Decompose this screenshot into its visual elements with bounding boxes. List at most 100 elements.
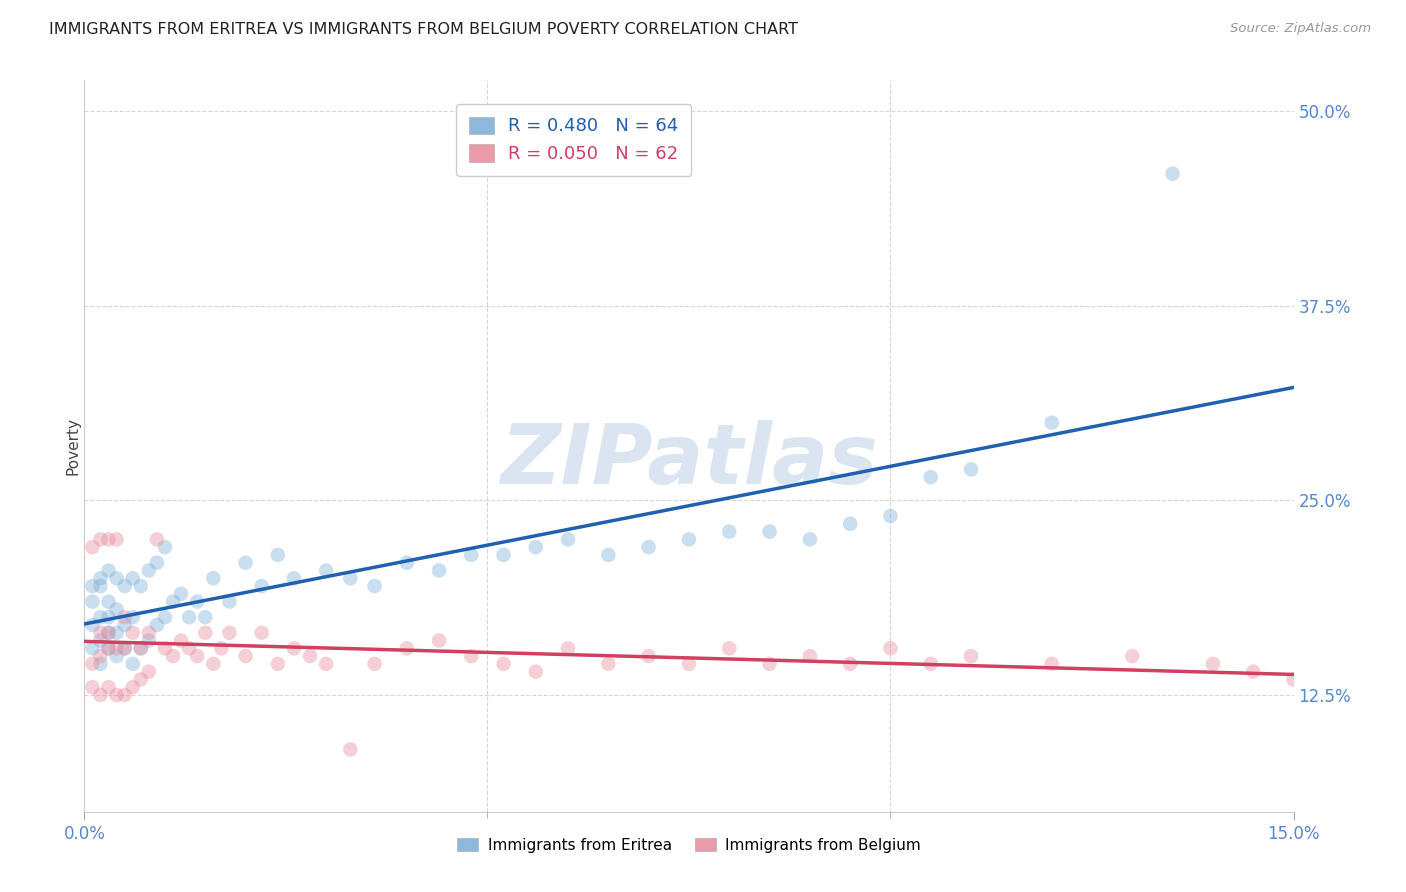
Point [250,625,273,640]
Point [97,594,120,608]
Y-axis label: Poverty: Poverty [66,417,80,475]
Point [89,633,111,648]
Point [138,665,160,679]
Point [598,657,620,671]
Point [1282,673,1305,687]
Point [1121,649,1143,664]
Point [129,641,152,656]
Point [202,571,225,585]
Point [179,641,201,656]
Point [105,533,128,547]
Point [89,610,111,624]
Point [194,610,217,624]
Point [460,548,482,562]
Point [97,610,120,624]
Point [839,657,862,671]
Point [758,524,780,539]
Point [283,571,305,585]
Point [209,641,232,656]
Point [718,641,741,656]
Point [218,625,240,640]
Point [89,571,111,585]
Point [1202,657,1225,671]
Point [114,610,136,624]
Point [121,610,143,624]
Point [146,618,169,632]
Point [82,618,104,632]
Point [920,470,942,484]
Point [89,688,111,702]
Point [162,594,184,608]
Point [524,665,547,679]
Point [97,641,120,656]
Point [235,649,257,664]
Point [267,548,290,562]
Point [460,649,482,664]
Text: IMMIGRANTS FROM ERITREA VS IMMIGRANTS FROM BELGIUM POVERTY CORRELATION CHART: IMMIGRANTS FROM ERITREA VS IMMIGRANTS FR… [49,22,799,37]
Point [718,524,741,539]
Point [557,641,579,656]
Point [105,688,128,702]
Point [153,610,176,624]
Point [153,641,176,656]
Point [146,556,169,570]
Point [235,556,257,570]
Point [138,625,160,640]
Point [138,564,160,578]
Point [146,533,169,547]
Point [114,641,136,656]
Point [920,657,942,671]
Point [138,633,160,648]
Point [89,533,111,547]
Point [339,571,361,585]
Point [194,625,217,640]
Point [315,657,337,671]
Point [299,649,322,664]
Point [799,533,821,547]
Point [250,579,273,593]
Point [678,533,700,547]
Point [114,618,136,632]
Point [97,533,120,547]
Point [339,742,361,756]
Point [105,641,128,656]
Point [879,509,901,524]
Point [839,516,862,531]
Point [960,649,983,664]
Point [492,657,515,671]
Point [363,657,385,671]
Point [121,657,143,671]
Point [1040,657,1063,671]
Point [186,649,208,664]
Point [960,462,983,476]
Point [97,625,120,640]
Point [678,657,700,671]
Point [363,579,385,593]
Point [1161,167,1184,181]
Point [114,579,136,593]
Point [105,649,128,664]
Point [82,680,104,694]
Point [89,657,111,671]
Point [637,649,659,664]
Point [153,540,176,554]
Point [162,649,184,664]
Point [395,556,418,570]
Point [105,602,128,616]
Point [121,680,143,694]
Point [1040,416,1063,430]
Point [82,594,104,608]
Point [218,594,240,608]
Point [186,594,208,608]
Point [82,657,104,671]
Point [170,587,193,601]
Point [202,657,225,671]
Point [114,688,136,702]
Point [492,548,515,562]
Point [267,657,290,671]
Point [598,548,620,562]
Point [89,625,111,640]
Point [179,610,201,624]
Point [395,641,418,656]
Text: ZIPatlas: ZIPatlas [501,420,877,501]
